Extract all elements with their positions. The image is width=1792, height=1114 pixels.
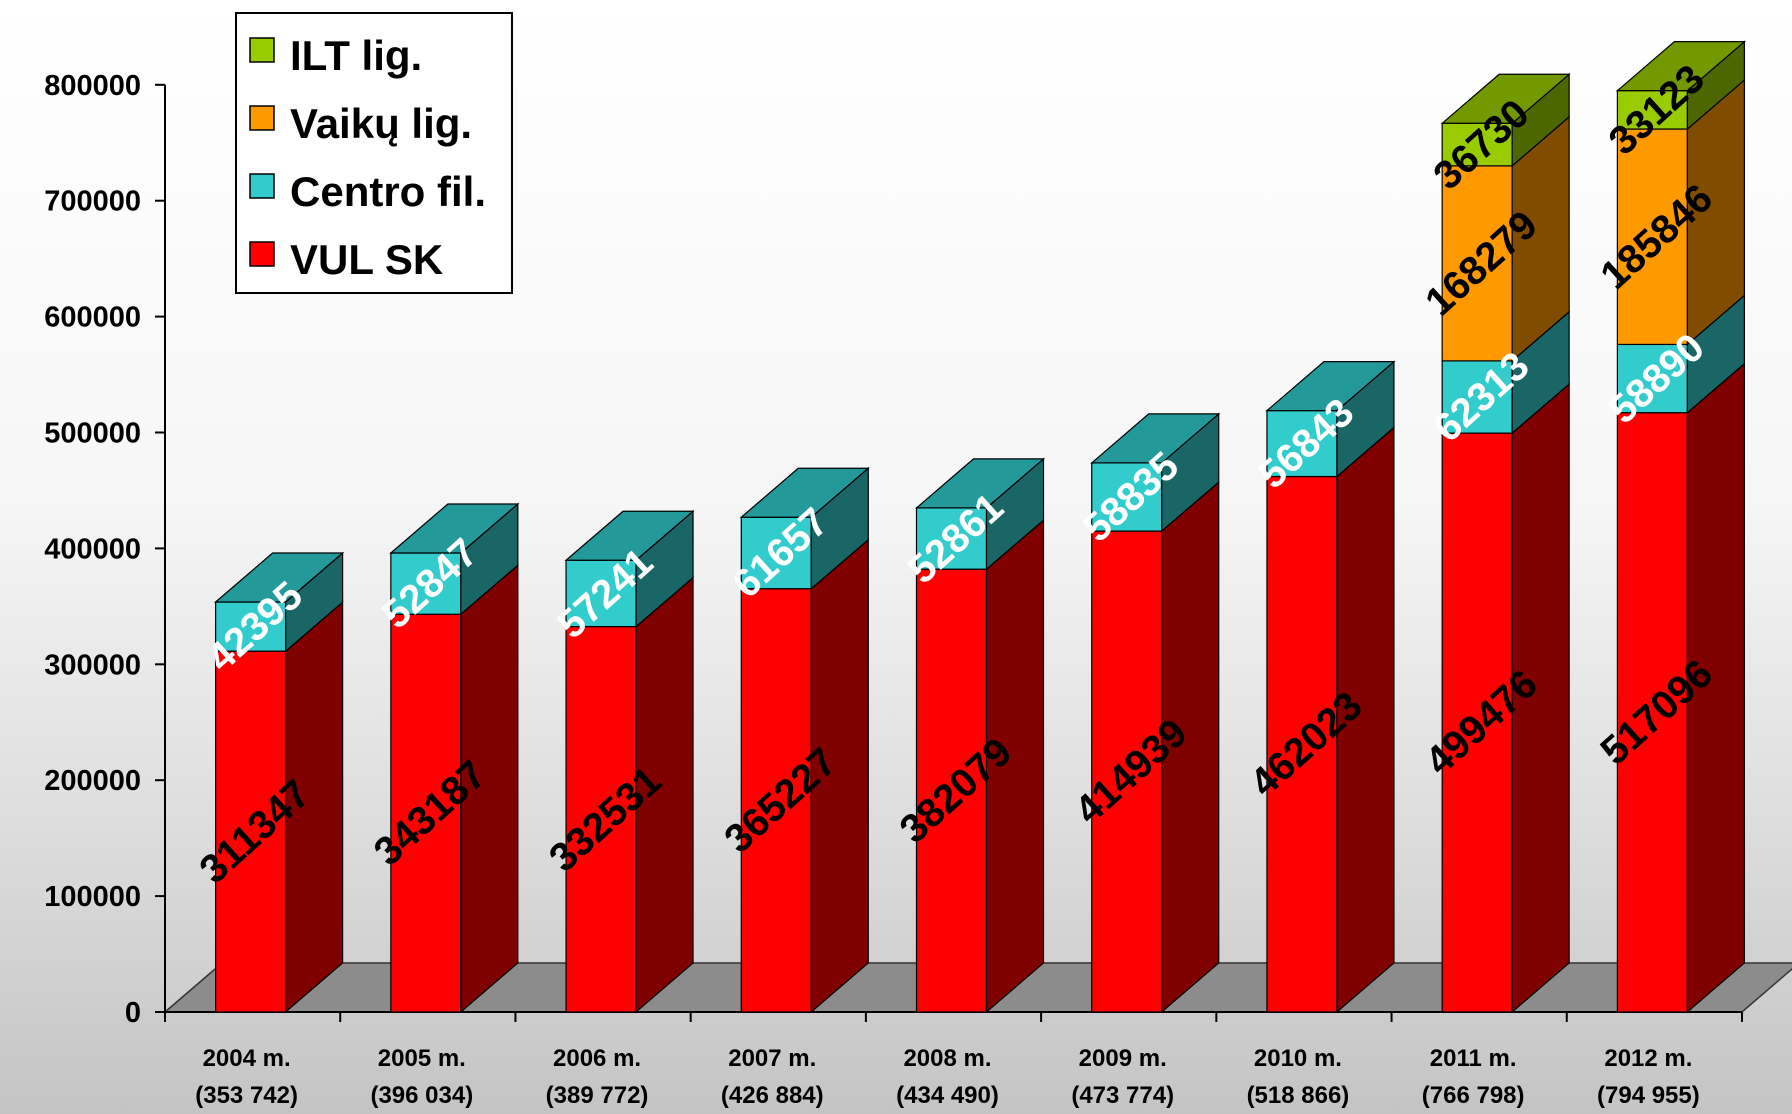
bar-front: [1616, 412, 1688, 1013]
bar-front: [1266, 475, 1338, 1013]
bar-front: [565, 559, 637, 628]
legend-swatch: [249, 37, 275, 63]
bar-front: [1616, 90, 1688, 130]
y-tick-label: 800000: [44, 70, 141, 102]
bar-segment: [389, 502, 520, 616]
bar-top: [1265, 361, 1396, 412]
x-category-label: 2011 m.: [1430, 1045, 1517, 1072]
bar-front: [740, 588, 812, 1013]
legend-box: [235, 12, 513, 294]
x-category-total: (396 034): [370, 1082, 473, 1109]
bar-top: [1090, 413, 1221, 464]
bar-segment: [390, 563, 519, 1014]
y-tick-label: 400000: [44, 533, 141, 565]
bar-segment: [1440, 72, 1571, 168]
y-tick-label: 300000: [44, 649, 141, 681]
bar-segment: [915, 518, 1045, 1014]
bar-segment: [914, 457, 1046, 571]
bar-top: [389, 503, 520, 554]
x-category-total: (766 798): [1422, 1082, 1525, 1109]
bar-segment: [215, 600, 344, 1014]
y-tick-label: 500000: [44, 418, 141, 450]
x-category-total: (389 772): [546, 1082, 649, 1109]
bar-top: [914, 458, 1046, 509]
x-category-label: 2009 m.: [1079, 1045, 1167, 1072]
x-category-label: 2007 m.: [728, 1045, 816, 1072]
legend-label: Centro fil.: [290, 168, 486, 215]
bar-top: [213, 552, 345, 603]
legend-label: ILT lig.: [290, 32, 422, 79]
y-tick-label: 200000: [44, 765, 141, 797]
bar-segment: [1441, 310, 1570, 435]
x-category-total: (794 955): [1597, 1082, 1700, 1109]
bar-segment: [1441, 115, 1570, 363]
x-category-label: 2005 m.: [378, 1045, 466, 1072]
bar-segment: [564, 509, 695, 628]
legend-swatch: [249, 241, 275, 267]
bar-top: [739, 467, 870, 518]
y-tick-label: 600000: [44, 302, 141, 334]
legend-label: VUL SK: [290, 236, 443, 283]
bar-front: [1616, 128, 1688, 346]
bar-top: [1440, 73, 1571, 124]
bar-front: [215, 650, 287, 1013]
y-axis: 0 100000 200000 300000 400000 500000 600000 700…: [44, 70, 1743, 1029]
x-category-total: (473 774): [1071, 1082, 1174, 1109]
legend-swatch: [249, 173, 275, 199]
bar-segment: [1441, 382, 1570, 1014]
bar-segment: [1616, 362, 1745, 1014]
bar-front: [915, 568, 988, 1013]
x-category-label: 2010 m.: [1254, 1045, 1342, 1072]
bar-front: [1091, 462, 1163, 532]
bar-front: [390, 552, 462, 615]
bar-segment: [739, 466, 870, 591]
bar-segment: [740, 538, 869, 1014]
bar-front: [915, 507, 988, 570]
legend: ILT lig. Vaikų lig. Centro fil. VUL SK: [235, 12, 513, 294]
bar-front: [1441, 360, 1513, 434]
legend-label: Vaikų lig.: [290, 100, 472, 147]
bar-segment: [1265, 360, 1396, 478]
x-category-total: (426 884): [721, 1082, 824, 1109]
bar-front: [1441, 165, 1513, 362]
bar-segment: [1090, 412, 1221, 533]
legend-swatch: [249, 105, 275, 131]
y-tick-label: 0: [125, 997, 141, 1029]
bar-segment: [213, 551, 345, 653]
x-category-label: 2006 m.: [553, 1045, 641, 1072]
bar-front: [215, 601, 287, 652]
bar-segment: [1266, 426, 1395, 1014]
x-category-label: 2004 m.: [203, 1045, 291, 1072]
bar-top: [1615, 41, 1747, 92]
x-category-total: (434 490): [896, 1082, 999, 1109]
y-tick-label: 100000: [44, 881, 141, 913]
bar-segment: [1616, 78, 1745, 346]
x-category-total: (353 742): [195, 1082, 298, 1109]
y-tick-label: 700000: [44, 186, 141, 218]
bar-front: [1441, 432, 1513, 1013]
bar-front: [1266, 410, 1338, 478]
bar-segment: [1615, 40, 1747, 131]
bar-segment: [1091, 480, 1220, 1014]
bar-front: [740, 516, 812, 590]
x-axis-categories: 2004 m. (353 742) 2005 m. (396 034) 2006 m. (…: [195, 1045, 1700, 1109]
x-category-total: (518 866): [1247, 1082, 1350, 1109]
bars: [213, 40, 1747, 1014]
x-category-label: 2008 m.: [903, 1045, 991, 1072]
bar-top: [564, 510, 695, 561]
x-category-label: 2012 m.: [1604, 1045, 1692, 1072]
